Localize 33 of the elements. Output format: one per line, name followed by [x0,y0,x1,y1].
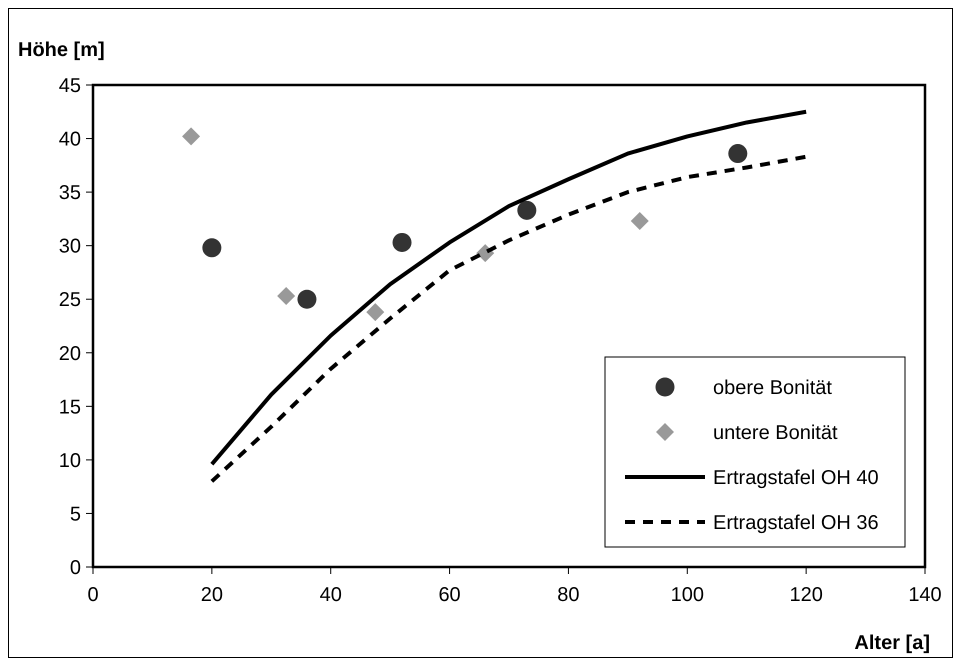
legend-label: untere Bonität [713,422,838,444]
point [182,127,200,146]
x-tick-label: 80 [557,584,580,606]
x-tick-label: 60 [438,584,461,606]
y-tick-label: 30 [58,236,81,258]
x-tick-label: 120 [789,584,823,606]
x-axis-title: Alter [a] [854,632,930,654]
x-tick-label: 20 [200,584,223,606]
y-tick-label: 15 [58,396,81,418]
legend-label: obere Bonität [713,377,832,399]
point [277,287,296,306]
point [297,290,316,309]
y-tick-label: 45 [58,75,81,97]
x-tick-label: 40 [320,584,342,606]
x-tick-label: 0 [87,584,99,606]
point [366,303,384,322]
y-tick-label: 5 [70,503,81,526]
y-tick-label: 20 [58,342,81,365]
x-tick-label: 100 [670,584,704,606]
y-tick-label: 25 [58,289,81,312]
y-tick-label: 35 [58,182,81,204]
y-tick-label: 10 [58,450,81,472]
legend-label: Ertragstafel OH 40 [713,467,879,489]
point [630,212,649,230]
y-tick-label: 0 [70,557,81,579]
point [202,238,222,258]
legend-label: Ertragstafel OH 36 [713,512,879,534]
y-axis-title: Höhe [m] [18,39,105,61]
point [728,144,748,164]
y-tick-label: 40 [58,128,81,151]
point [392,232,412,252]
point [517,200,536,220]
x-tick-label: 140 [908,584,942,606]
